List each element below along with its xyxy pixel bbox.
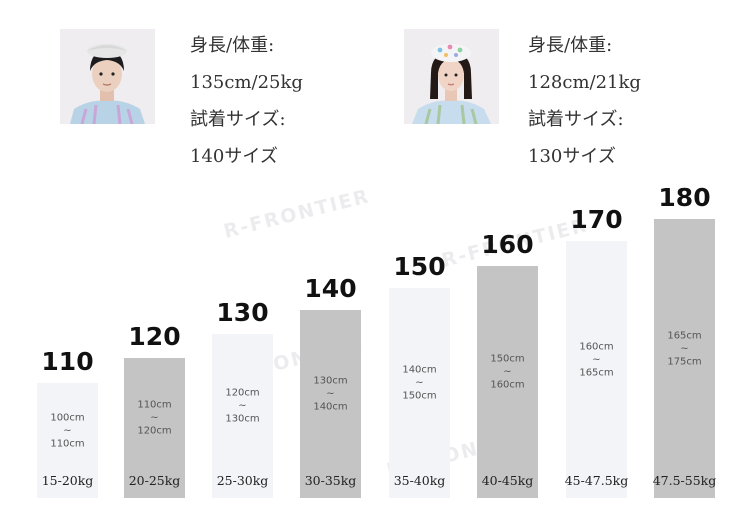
height-range-max: 175cm — [667, 356, 702, 367]
range-separator: ~ — [503, 366, 512, 378]
size-label-160: 160 — [481, 230, 534, 259]
weight-range: 40-45kg — [481, 473, 534, 488]
range-separator: ~ — [238, 400, 247, 412]
height-range: 165cm ~175cm — [654, 329, 715, 368]
fitted-size-value: 140サイズ — [190, 146, 278, 167]
height-range-min: 100cm — [50, 412, 85, 423]
model-photo-boy-image — [60, 29, 155, 124]
weight-range: 35-40kg — [393, 473, 446, 488]
height-range-max: 150cm — [402, 390, 437, 402]
height-range-min: 140cm — [402, 364, 437, 376]
height-range-min: 110cm — [137, 399, 172, 411]
height-range-min: 120cm — [225, 387, 260, 399]
fitted-size-value: 130サイズ — [528, 146, 616, 167]
weight-range: 15-20kg — [41, 473, 94, 488]
height-range-max: 160cm — [490, 379, 525, 391]
size-bar-180: 165cm ~175cm — [654, 219, 715, 498]
size-label-150: 150 — [393, 252, 446, 281]
height-range-max: 120cm — [137, 425, 172, 437]
size-label-130: 130 — [216, 298, 269, 327]
height-weight-label: 身長/体重: — [190, 35, 275, 56]
height-range-max: 165cm — [579, 367, 614, 378]
height-range-min: 150cm — [490, 353, 525, 365]
size-label-170: 170 — [570, 205, 623, 234]
height-weight-value: 128cm/21kg — [528, 72, 641, 93]
weight-range: 45-47.5kg — [564, 473, 629, 488]
size-bar-140: 130cm ~140cm — [300, 310, 361, 498]
height-range-min: 160cm — [579, 341, 614, 352]
size-label-120: 120 — [128, 322, 181, 351]
height-range-max: 140cm — [313, 401, 348, 413]
height-range-min: 130cm — [313, 375, 348, 387]
size-bar-120: 110cm ~120cm — [124, 358, 185, 498]
model-photo-girl — [404, 29, 499, 124]
size-bar-170: 160cm ~165cm — [566, 241, 627, 498]
model-photo-boy — [60, 29, 155, 124]
model-photo-girl-image — [404, 29, 499, 124]
range-separator: ~ — [63, 425, 72, 436]
height-range: 140cm ~150cm — [389, 364, 450, 403]
size-bar-150: 140cm ~150cm — [389, 288, 450, 498]
height-range-min: 165cm — [667, 330, 702, 341]
weight-range: 20-25kg — [128, 473, 181, 488]
height-range: 130cm ~140cm — [300, 375, 361, 414]
model-spec-2: 身長/体重: 128cm/21kg 試着サイズ: 130サイズ — [528, 27, 641, 175]
range-separator: ~ — [415, 377, 424, 389]
fitted-size-label: 試着サイズ: — [528, 109, 624, 130]
height-range: 100cm ~110cm — [37, 411, 98, 450]
range-separator: ~ — [150, 412, 159, 424]
height-weight-value: 135cm/25kg — [190, 72, 303, 93]
height-range: 160cm ~165cm — [566, 340, 627, 379]
size-bar-160: 150cm ~160cm — [477, 266, 538, 498]
height-range: 150cm ~160cm — [477, 353, 538, 392]
range-separator: ~ — [326, 388, 335, 400]
weight-range: 25-30kg — [216, 473, 269, 488]
height-range-max: 130cm — [225, 413, 260, 425]
size-label-140: 140 — [304, 274, 357, 303]
size-bar-130: 120cm ~130cm — [212, 334, 273, 498]
height-range: 120cm ~130cm — [212, 387, 273, 426]
size-bar-110: 100cm ~110cm — [37, 383, 98, 498]
watermark: R-FRONTIER — [221, 185, 373, 243]
fitted-size-label: 試着サイズ: — [190, 109, 286, 130]
weight-range: 47.5-55kg — [652, 473, 717, 488]
height-range: 110cm ~120cm — [124, 399, 185, 438]
range-separator: ~ — [680, 343, 689, 354]
size-label-110: 110 — [41, 347, 94, 376]
size-label-180: 180 — [658, 183, 711, 212]
height-range-max: 110cm — [50, 438, 85, 449]
height-weight-label: 身長/体重: — [528, 35, 613, 56]
weight-range: 30-35kg — [304, 473, 357, 488]
model-spec-1: 身長/体重: 135cm/25kg 試着サイズ: 140サイズ — [190, 27, 303, 175]
range-separator: ~ — [592, 354, 601, 365]
